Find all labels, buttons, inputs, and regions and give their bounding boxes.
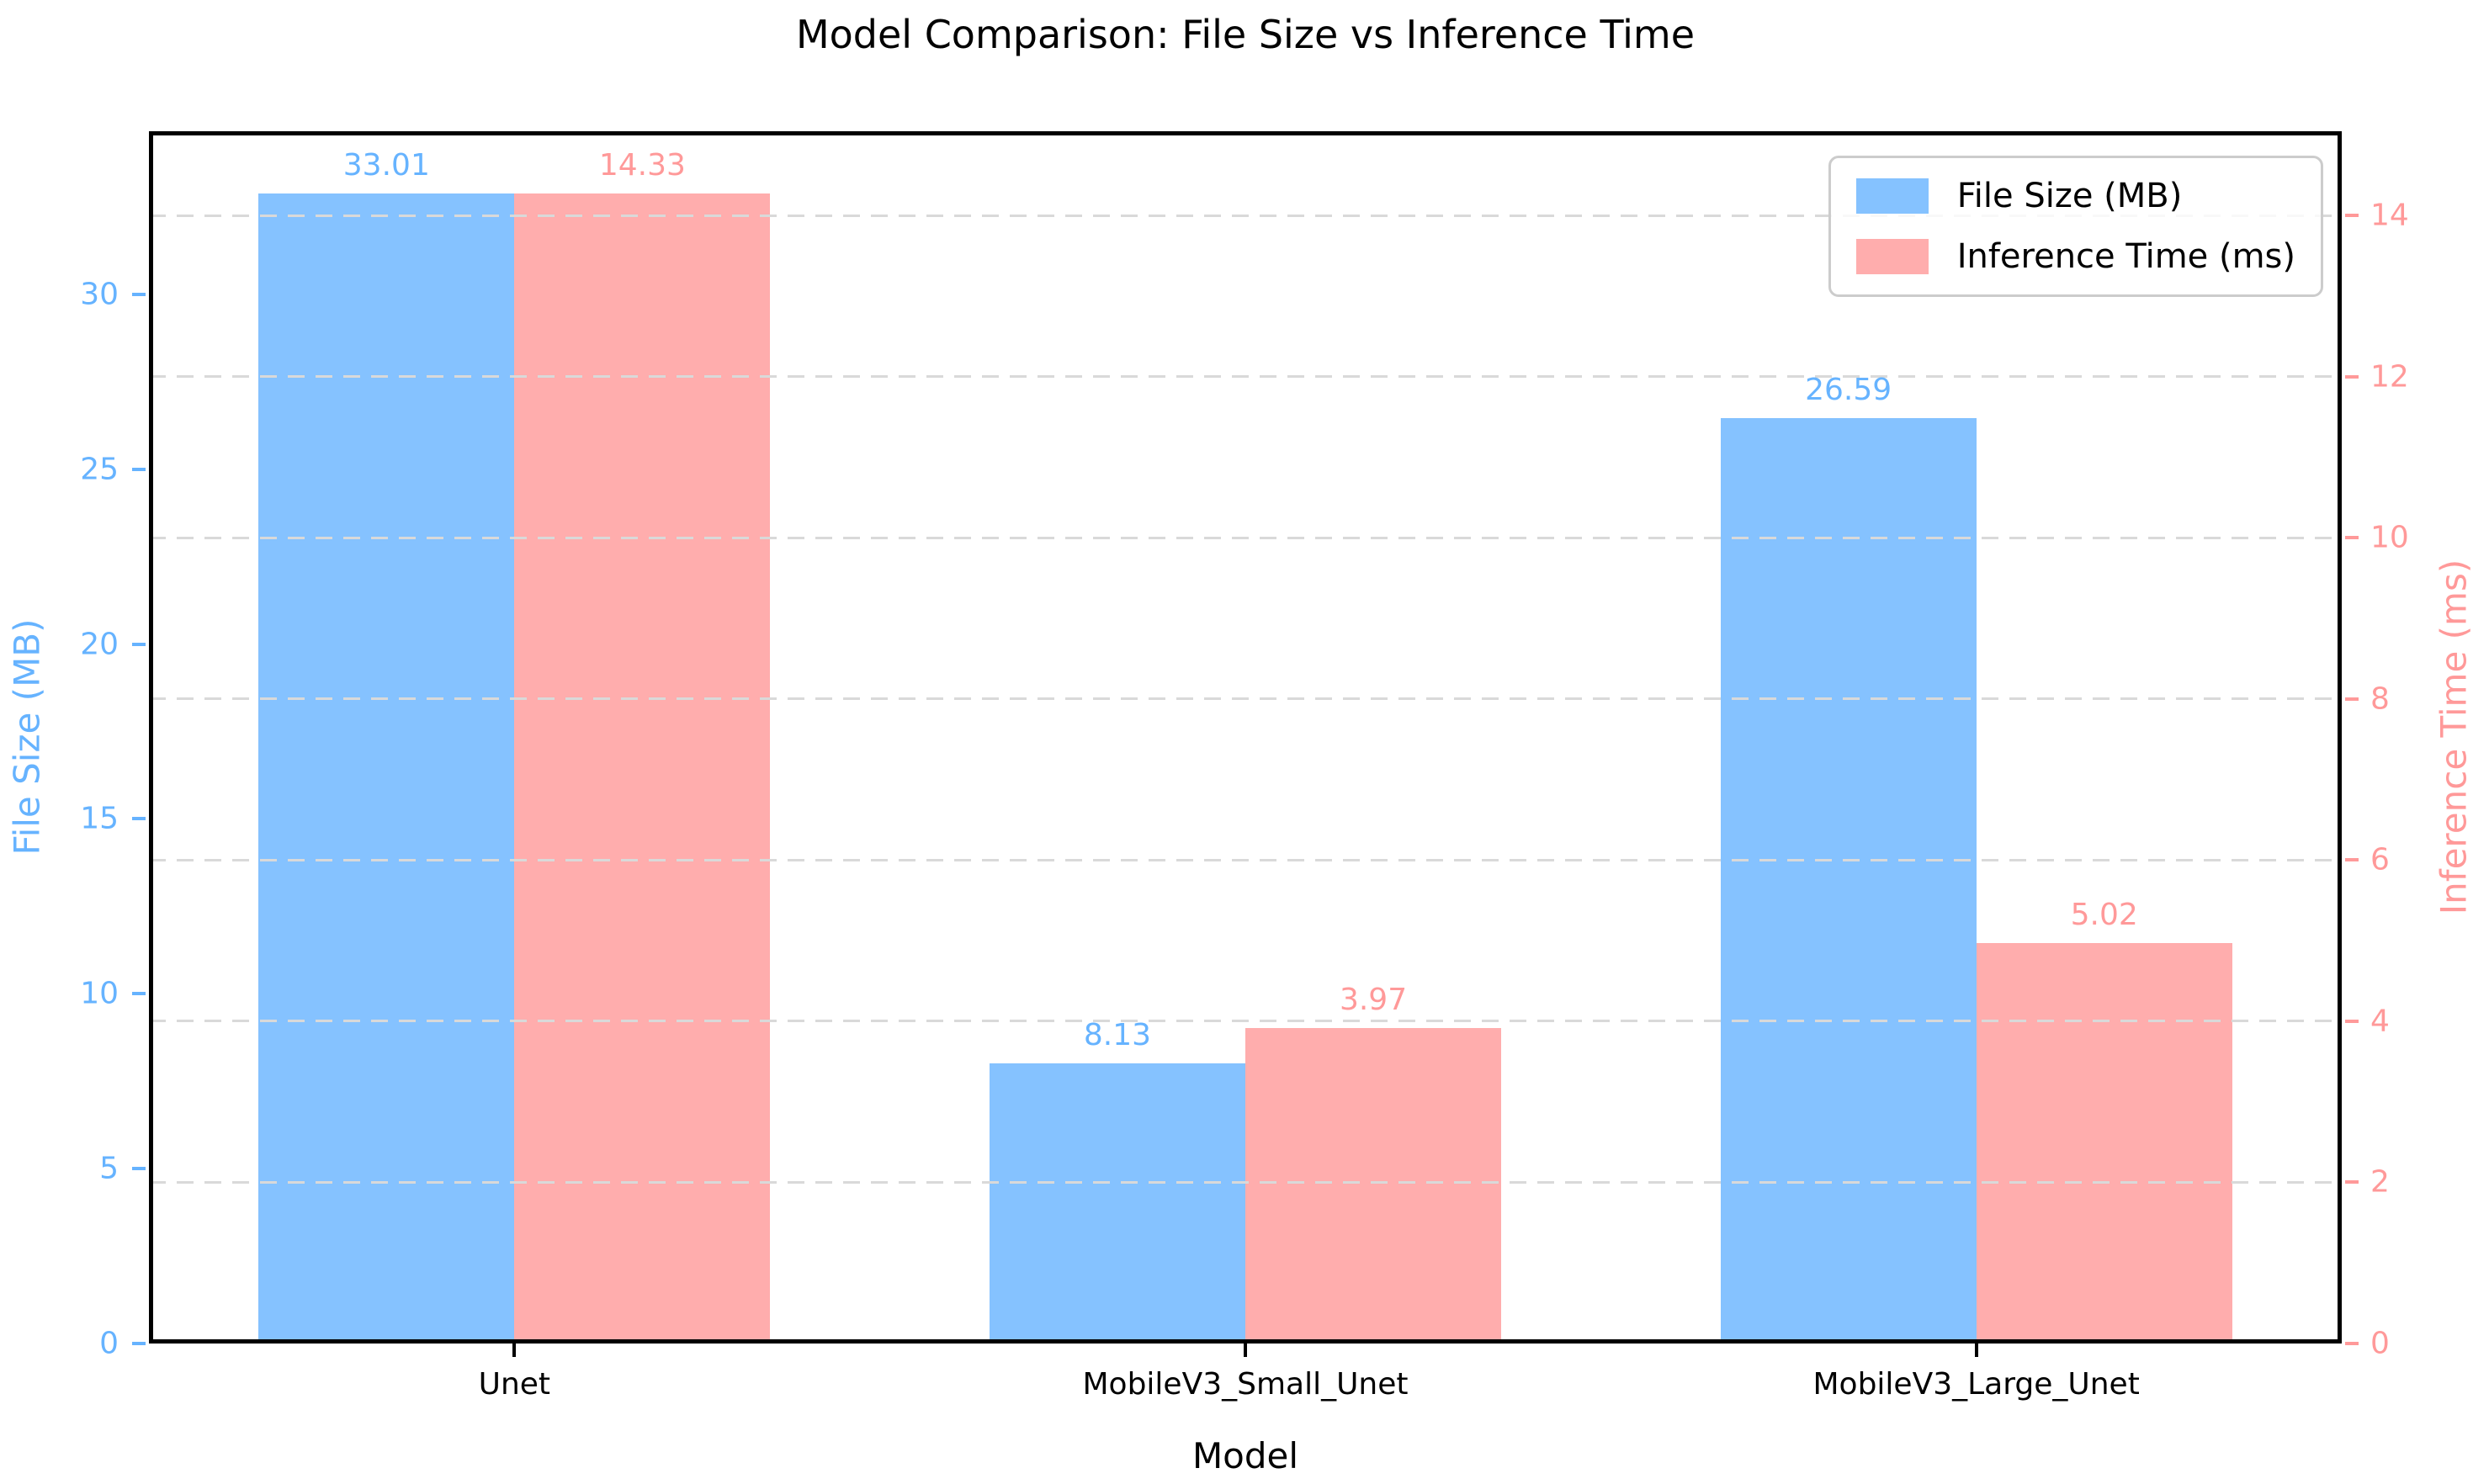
x-tick-mark bbox=[512, 1344, 517, 1357]
bar-value-label: 33.01 bbox=[342, 147, 430, 183]
legend-label-file-size: File Size (MB) bbox=[1956, 177, 2183, 215]
right-tick-mark bbox=[2345, 858, 2359, 862]
left-axis-label: File Size (MB) bbox=[6, 618, 48, 856]
right-tick-label: 6 bbox=[2370, 842, 2390, 877]
file-size-swatch-icon bbox=[1855, 178, 1929, 214]
left-tick-mark bbox=[132, 642, 146, 646]
bar-value-label: 26.59 bbox=[1805, 372, 1892, 407]
bar-MobileV3_Small_Unet-inference-time bbox=[1245, 1027, 1502, 1344]
bar-value-label: 3.97 bbox=[1339, 982, 1408, 1017]
x-tick-label: Unet bbox=[478, 1367, 551, 1402]
right-tick-mark bbox=[2345, 214, 2359, 218]
gridline bbox=[149, 1180, 2342, 1184]
right-tick-mark bbox=[2345, 1180, 2359, 1185]
right-tick-label: 10 bbox=[2370, 520, 2409, 555]
gridline bbox=[149, 375, 2342, 379]
right-tick-mark bbox=[2345, 374, 2359, 379]
left-tick-label: 25 bbox=[80, 452, 119, 487]
x-tick-label: MobileV3_Large_Unet bbox=[1812, 1367, 2140, 1402]
gridline bbox=[149, 536, 2342, 539]
left-tick-label: 30 bbox=[80, 277, 119, 312]
legend: File Size (MB) Inference Time (ms) bbox=[1828, 156, 2323, 297]
bar-MobileV3_Large_Unet-inference-time bbox=[1976, 943, 2232, 1344]
gridline bbox=[149, 697, 2342, 701]
left-tick-mark bbox=[132, 1167, 146, 1171]
left-tick-label: 20 bbox=[80, 627, 119, 661]
legend-row-inference-time: Inference Time (ms) bbox=[1855, 237, 2295, 276]
left-tick-mark bbox=[132, 992, 146, 996]
gridline bbox=[149, 1020, 2342, 1023]
x-tick-mark bbox=[1244, 1344, 1247, 1357]
right-tick-label: 14 bbox=[2370, 198, 2409, 233]
bar-value-label: 5.02 bbox=[2070, 898, 2138, 933]
left-tick-label: 5 bbox=[99, 1151, 119, 1186]
left-tick-label: 0 bbox=[99, 1326, 119, 1361]
right-tick-mark bbox=[2345, 536, 2359, 540]
bar-MobileV3_Small_Unet-file-size bbox=[989, 1063, 1245, 1344]
right-tick-label: 12 bbox=[2370, 359, 2409, 395]
right-tick-label: 4 bbox=[2370, 1004, 2390, 1039]
right-tick-mark bbox=[2345, 1342, 2359, 1345]
right-tick-mark bbox=[2345, 697, 2359, 701]
plot-area: 33.01 14.33 8.13 3.97 26.59 5.02 bbox=[149, 131, 2342, 1344]
x-tick-mark bbox=[1974, 1344, 1978, 1357]
left-tick-label: 10 bbox=[80, 976, 119, 1011]
left-tick-mark bbox=[132, 817, 146, 821]
left-tick-mark bbox=[132, 292, 146, 296]
left-tick-mark bbox=[132, 1342, 146, 1345]
x-axis-label: Model bbox=[1191, 1435, 1299, 1476]
bar-Unet-file-size bbox=[258, 193, 515, 1344]
right-tick-label: 2 bbox=[2370, 1164, 2390, 1200]
bar-MobileV3_Large_Unet-file-size bbox=[1720, 417, 1977, 1344]
bar-Unet-inference-time bbox=[514, 193, 771, 1344]
bar-value-label: 14.33 bbox=[598, 147, 686, 183]
bar-value-label: 8.13 bbox=[1083, 1017, 1152, 1052]
legend-row-file-size: File Size (MB) bbox=[1855, 177, 2295, 215]
right-tick-label: 8 bbox=[2370, 681, 2390, 717]
inference-time-swatch-icon bbox=[1855, 239, 1929, 274]
left-tick-label: 15 bbox=[80, 801, 119, 836]
legend-label-inference-time: Inference Time (ms) bbox=[1956, 237, 2295, 276]
right-tick-label: 0 bbox=[2370, 1326, 2390, 1361]
x-tick-label: MobileV3_Small_Unet bbox=[1082, 1367, 1409, 1402]
chart-title: Model Comparison: File Size vs Inference… bbox=[795, 12, 1696, 57]
gridline bbox=[149, 214, 2342, 217]
gridline bbox=[149, 858, 2342, 861]
right-tick-mark bbox=[2345, 1019, 2359, 1023]
left-tick-mark bbox=[132, 467, 146, 471]
right-axis-label: Inference Time (ms) bbox=[2433, 559, 2475, 915]
